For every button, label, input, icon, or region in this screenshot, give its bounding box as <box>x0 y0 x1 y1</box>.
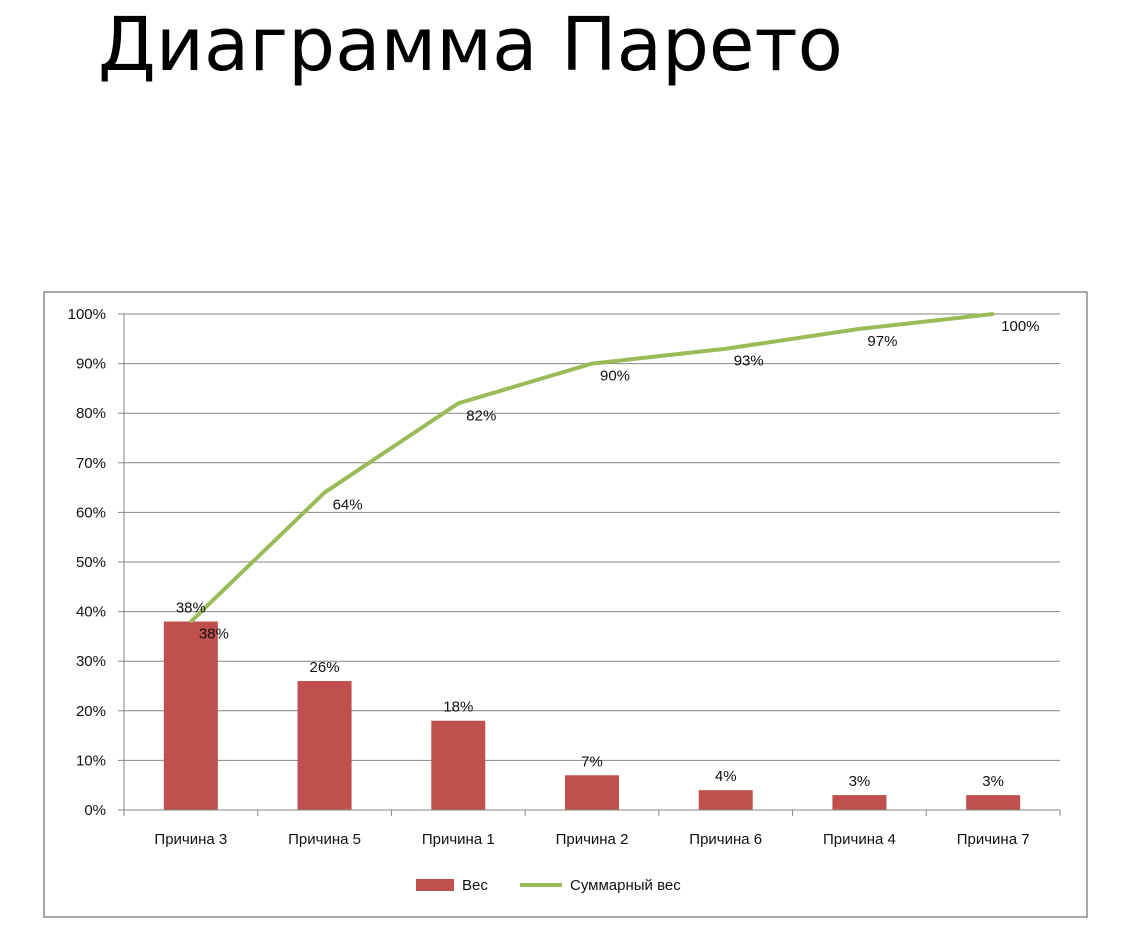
line-value-label: 64% <box>333 497 363 514</box>
bar-value-label: 26% <box>310 659 340 676</box>
bar <box>431 720 486 810</box>
y-tick-label: 20% <box>76 703 106 720</box>
axes: 0% 10% 20% 30% 40% 50% 60% 70% 80% 90% 100% Причина… <box>68 306 1061 848</box>
y-tick-label: 60% <box>76 504 106 521</box>
line-value-label: 100% <box>1001 318 1039 335</box>
legend-bar-label: Вес <box>462 877 488 894</box>
y-tick-label: 30% <box>76 653 106 670</box>
line-value-label: 90% <box>600 368 630 385</box>
cumulative-line <box>189 312 995 624</box>
bar-value-label: 4% <box>715 768 737 785</box>
y-tick-label: 90% <box>76 356 106 373</box>
line-value-label: 38% <box>199 626 229 643</box>
legend-bar-swatch <box>416 879 454 891</box>
y-tick-label: 80% <box>76 405 106 422</box>
bar-value-label: 3% <box>849 773 871 790</box>
x-tick-label: Причина 3 <box>154 831 227 848</box>
y-tick-label: 50% <box>76 554 106 571</box>
bar <box>565 775 619 810</box>
data-labels: 38% 26% 18% 7% 4% 3% 3% 38% 64% 82% 90% 93% 97% 100% <box>176 318 1040 790</box>
line-point <box>456 401 460 405</box>
y-tick-label: 70% <box>76 455 106 472</box>
legend: Вес Суммарный вес <box>416 877 681 894</box>
bar <box>698 790 753 810</box>
slide-title: Диаграмма Парето <box>98 2 843 88</box>
y-tick-label: 40% <box>76 604 106 621</box>
bars <box>163 621 1021 810</box>
x-tick-label: Причина 2 <box>556 831 629 848</box>
x-tick-label: Причина 4 <box>823 831 896 848</box>
bar-value-label: 3% <box>982 773 1004 790</box>
bar <box>297 681 352 810</box>
bar <box>832 795 887 810</box>
line-value-label: 97% <box>867 333 897 350</box>
line-point <box>323 491 327 495</box>
bar-value-label: 38% <box>176 600 206 617</box>
x-tick-label: Причина 6 <box>689 831 762 848</box>
x-tick-label: Причина 7 <box>957 831 1030 848</box>
chart-frame <box>43 291 1088 918</box>
y-tick-label: 10% <box>76 752 106 769</box>
x-tick-label: Причина 1 <box>422 831 495 848</box>
bar-value-label: 7% <box>581 753 603 770</box>
x-tick-label: Причина 5 <box>288 831 361 848</box>
bar <box>163 621 218 810</box>
line-point <box>991 312 995 316</box>
line-point <box>189 620 193 624</box>
line-point <box>590 362 594 366</box>
y-tick-label: 100% <box>68 306 106 323</box>
y-tick-label: 0% <box>84 802 106 819</box>
line-point <box>857 327 861 331</box>
gridlines <box>124 313 1060 761</box>
legend-line-label: Суммарный вес <box>570 877 681 894</box>
line-value-label: 82% <box>466 407 496 424</box>
line-point <box>724 347 728 351</box>
bar <box>966 795 1021 810</box>
bar-value-label: 18% <box>443 699 473 716</box>
line-value-label: 93% <box>734 353 764 370</box>
